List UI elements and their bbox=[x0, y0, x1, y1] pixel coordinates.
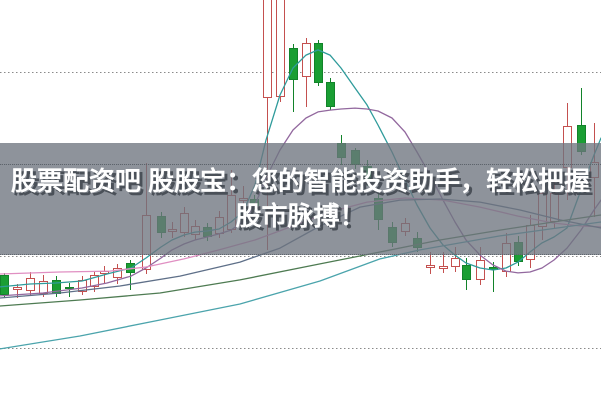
caption-line-1: 股票配资吧 股股宝：您的智能投资助手，轻松把握 bbox=[10, 166, 591, 196]
caption-line-2: 股市脉搏！ bbox=[235, 201, 366, 231]
band-gridline-lower bbox=[0, 254, 601, 255]
candle-wick bbox=[266, 0, 268, 250]
candle-up bbox=[450, 258, 460, 268]
candle-wick bbox=[429, 251, 431, 275]
candle-wick bbox=[492, 262, 494, 293]
candle-down bbox=[325, 81, 335, 107]
title-overlay-band bbox=[0, 143, 601, 255]
candle-up bbox=[89, 274, 99, 287]
band-gridline-upper bbox=[0, 164, 601, 165]
candle-up bbox=[425, 265, 435, 268]
candle-up bbox=[475, 260, 485, 280]
candle-up bbox=[12, 286, 22, 291]
candle-down bbox=[64, 286, 74, 290]
candle-wick bbox=[129, 260, 131, 291]
candle-wick bbox=[16, 283, 18, 298]
candle-up bbox=[262, 0, 272, 98]
candle-down bbox=[313, 42, 323, 84]
candle-down bbox=[0, 274, 9, 295]
candle-down bbox=[461, 265, 471, 280]
candle-up bbox=[438, 265, 448, 270]
banner-caption: 股票配资吧 股股宝：您的智能投资助手，轻松把握 股市脉搏！ bbox=[0, 143, 601, 255]
candle-wick bbox=[442, 251, 444, 273]
candle-wick bbox=[580, 88, 582, 155]
